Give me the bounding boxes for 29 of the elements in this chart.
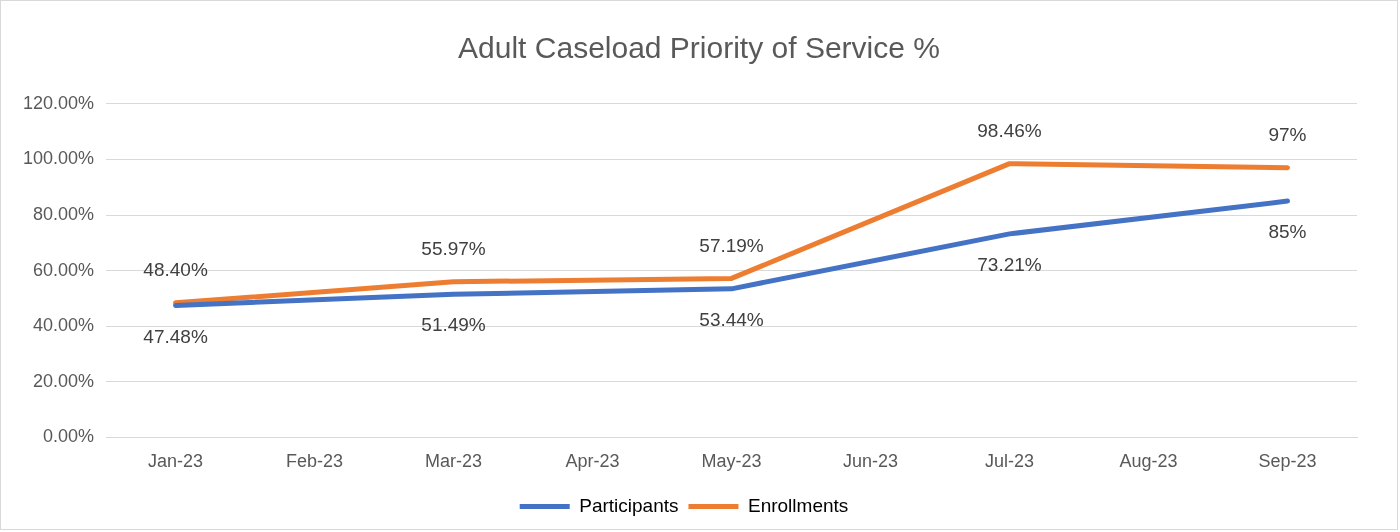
x-tick-label: Sep-23	[1258, 451, 1317, 472]
x-tick-label: Apr-23	[565, 451, 620, 472]
x-tick-label: Mar-23	[425, 451, 483, 472]
y-tick-label: 0.00%	[43, 426, 95, 447]
data-label: 98.46%	[977, 119, 1042, 141]
y-tick-label: 120.00%	[23, 92, 95, 113]
data-label: 85%	[1268, 221, 1307, 243]
x-tick-label: Aug-23	[1119, 451, 1178, 472]
data-label: 55.97%	[421, 238, 486, 260]
x-tick-label: Jul-23	[985, 451, 1035, 472]
data-label: 57.19%	[699, 234, 764, 256]
x-tick-label: Feb-23	[286, 451, 344, 472]
x-tick-label: Jan-23	[148, 451, 204, 472]
x-tick-label: Jun-23	[843, 451, 899, 472]
data-label: 53.44%	[699, 309, 764, 331]
data-label: 97%	[1268, 123, 1307, 145]
y-tick-label: 60.00%	[33, 259, 95, 280]
y-tick-label: 20.00%	[33, 370, 95, 391]
data-label: 51.49%	[421, 314, 486, 336]
data-label: 73.21%	[977, 254, 1042, 276]
data-label: 47.48%	[143, 325, 208, 347]
chart-title: Adult Caseload Priority of Service %	[457, 31, 941, 65]
legend-label: Participants	[579, 494, 679, 516]
data-label: 48.40%	[143, 259, 208, 281]
y-tick-label: 100.00%	[23, 148, 95, 169]
y-tick-label: 40.00%	[33, 315, 95, 336]
legend-label: Enrollments	[747, 494, 849, 516]
x-tick-label: May-23	[701, 451, 762, 472]
y-tick-label: 80.00%	[33, 203, 95, 224]
